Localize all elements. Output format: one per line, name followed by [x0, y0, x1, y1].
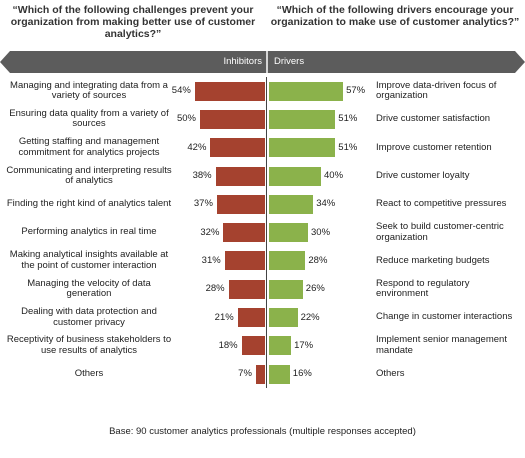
legend-inhibitors: Inhibitors: [223, 56, 262, 67]
driver-value-label: 40%: [324, 170, 344, 182]
inhibitor-value-label: 31%: [201, 254, 221, 266]
driver-bar: [269, 336, 292, 356]
inhibitor-label: Ensuring data quality from a variety of …: [9, 107, 169, 130]
inhibitor-bar: [210, 138, 265, 158]
inhibitor-label: Getting staffing and management commitme…: [18, 136, 160, 158]
driver-bar: [269, 223, 308, 243]
driver-bar: [269, 138, 336, 158]
footnote: Base: 90 customer analytics professional…: [109, 426, 416, 437]
right-question-title: “Which of the following drivers encourag…: [270, 4, 520, 28]
driver-bar: [269, 364, 290, 384]
driver-value-label: 34%: [316, 198, 336, 210]
inhibitor-bar: [223, 223, 265, 243]
inhibitor-value-label: 42%: [187, 141, 207, 153]
inhibitor-bar: [237, 308, 265, 328]
legend-drivers: Drivers: [274, 56, 305, 67]
inhibitor-label: Dealing with data protection and custome…: [21, 306, 157, 328]
inhibitor-label: Performing analytics in real time: [21, 226, 157, 238]
inhibitor-label: Communicating and interpreting results o…: [6, 164, 172, 187]
inhibitor-value-label: 50%: [176, 113, 196, 125]
inhibitor-label: Receptivity of business stakeholders to …: [6, 334, 172, 356]
center-axis: [266, 77, 267, 389]
driver-value-label: 51%: [338, 113, 358, 125]
driver-label: Change in customer interactions: [376, 311, 513, 323]
inhibitor-value-label: 32%: [200, 226, 220, 238]
driver-bar: [269, 109, 336, 129]
inhibitor-bar: [255, 364, 265, 384]
inhibitor-label: Finding the right kind of analytics tale…: [6, 198, 172, 210]
driver-value-label: 51%: [338, 141, 358, 153]
driver-label: Drive customer loyalty: [376, 169, 470, 181]
inhibitor-label: Others: [74, 367, 104, 379]
left-question-title: “Which of the following challenges preve…: [10, 4, 256, 40]
driver-bar: [269, 166, 321, 186]
header-arrow-bar: [0, 51, 525, 73]
driver-label: Improve customer retention: [376, 141, 492, 153]
driver-value-label: 57%: [346, 85, 366, 97]
driver-value-label: 26%: [305, 283, 325, 295]
driver-value-label: 16%: [292, 368, 312, 380]
driver-value-label: 28%: [308, 254, 328, 266]
inhibitor-bar: [200, 109, 265, 129]
inhibitor-label: Making analytical insights available at …: [9, 249, 169, 271]
driver-label: Seek to build customer-centric organizat…: [376, 221, 504, 243]
driver-label: Others: [376, 367, 405, 379]
driver-value-label: 22%: [300, 311, 320, 323]
inhibitor-label: Managing the velocity of data generation: [27, 277, 151, 300]
inhibitor-value-label: 21%: [214, 311, 234, 323]
inhibitor-value-label: 28%: [205, 283, 225, 295]
driver-label: Respond to regulatory environment: [376, 277, 470, 300]
driver-label: Implement senior management mandate: [376, 334, 507, 356]
driver-label: Drive customer satisfaction: [376, 113, 491, 125]
inhibitor-value-label: 18%: [218, 339, 238, 351]
driver-bar: [269, 194, 314, 214]
driver-bar: [269, 251, 306, 271]
driver-label: Reduce marketing budgets: [376, 254, 490, 266]
inhibitor-bar: [228, 279, 265, 299]
inhibitor-value-label: 7%: [238, 368, 252, 380]
inhibitor-bar: [215, 166, 265, 186]
inhibitor-bar: [194, 81, 265, 101]
header-band: [0, 51, 525, 73]
inhibitor-bar: [241, 336, 265, 356]
inhibitor-label: Managing and integrating data from a var…: [10, 79, 168, 102]
inhibitor-bar: [224, 251, 265, 271]
inhibitor-value-label: 37%: [193, 198, 213, 210]
driver-bar: [269, 279, 303, 299]
driver-value-label: 17%: [294, 339, 314, 351]
inhibitor-value-label: 38%: [192, 170, 212, 182]
driver-bar: [269, 308, 298, 328]
driver-value-label: 30%: [311, 226, 331, 238]
driver-label: Improve data-driven focus of organizatio…: [376, 79, 497, 102]
inhibitor-value-label: 54%: [171, 85, 191, 97]
driver-bar: [269, 81, 344, 101]
driver-label: React to competitive pressures: [376, 198, 507, 210]
inhibitor-bar: [216, 194, 265, 214]
